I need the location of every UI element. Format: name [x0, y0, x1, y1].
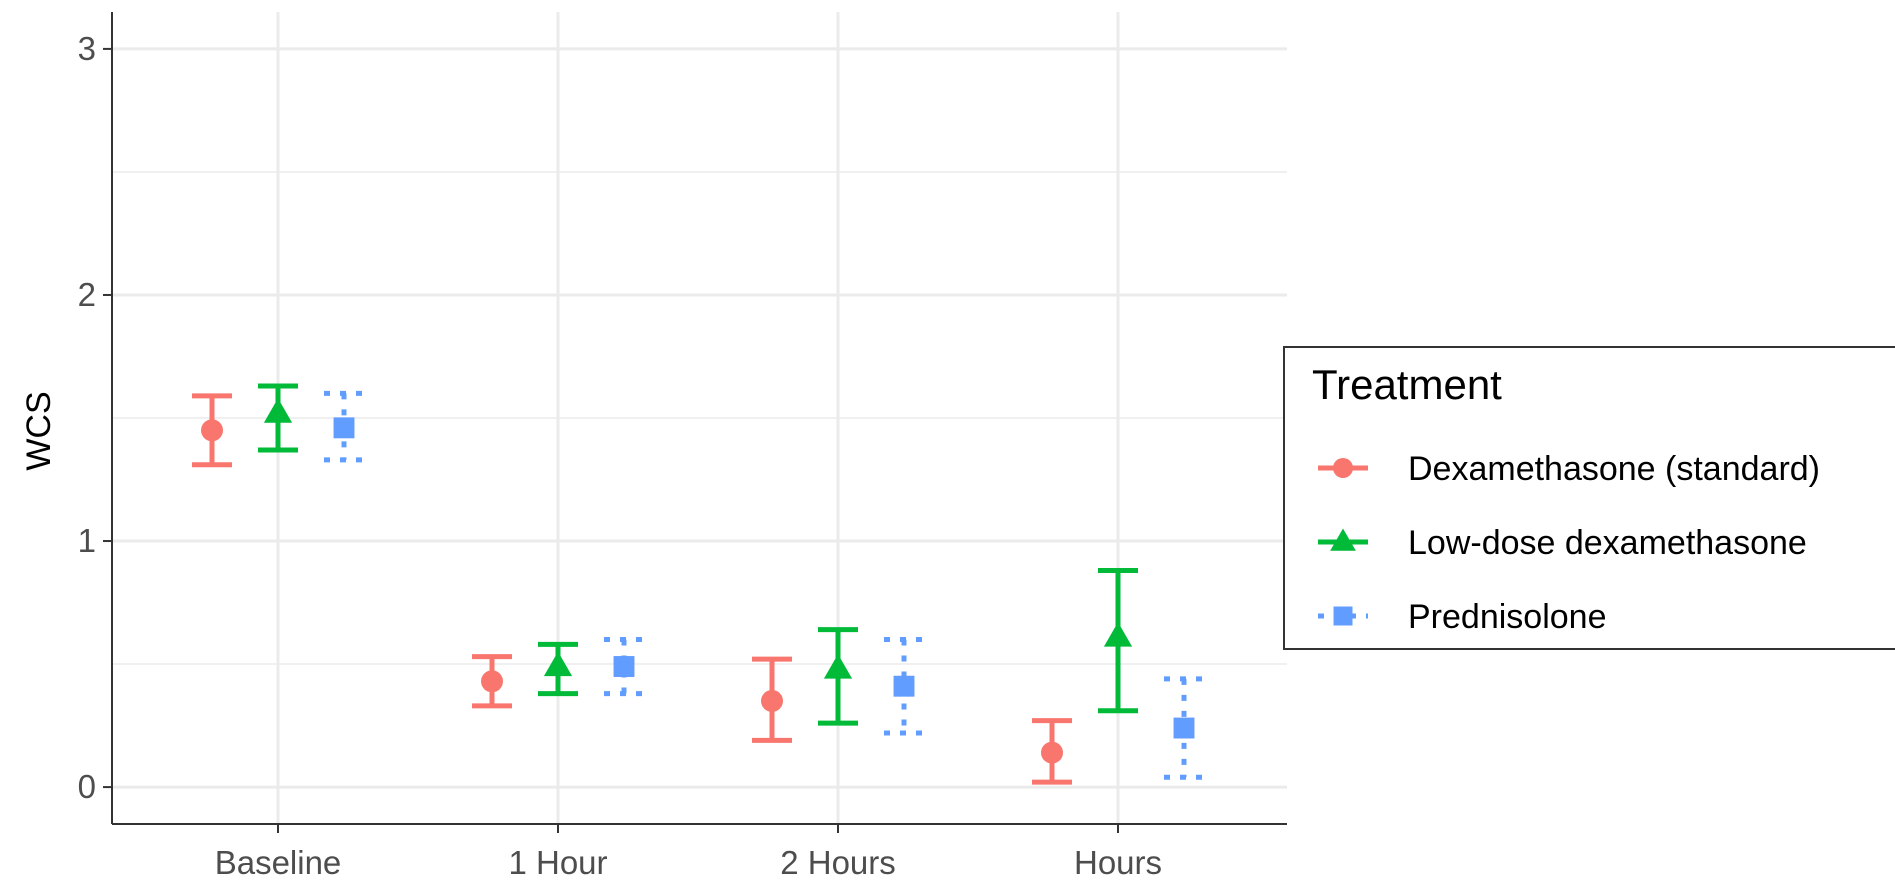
series-2 [324, 390, 1204, 780]
y-axis-ticks: 0 1 2 3 [78, 30, 112, 805]
data-point [333, 417, 355, 439]
legend-key-marker [1333, 458, 1353, 478]
data-point [1173, 717, 1195, 739]
legend-item: Dexamethasone (standard) [1318, 450, 1820, 488]
legend-key-marker [1330, 528, 1356, 551]
data-point [1103, 622, 1133, 647]
legend-label: Dexamethasone (standard) [1408, 450, 1820, 488]
data-point [201, 419, 223, 442]
data-point [893, 675, 915, 697]
legend-key-marker [1333, 606, 1353, 626]
x-tick-label: 1 Hour [508, 844, 607, 881]
data-point [823, 654, 853, 679]
legend: Treatment Dexamethasone (standard) Low-do… [1283, 346, 1895, 650]
y-tick-label: 3 [78, 30, 96, 67]
y-axis-title: WCS [20, 391, 58, 470]
series-layer [192, 383, 1204, 785]
y-tick-label: 2 [78, 276, 96, 313]
plot-panel: Baseline 1 Hour 2 Hours Hours 0 1 2 3 [78, 12, 1287, 881]
data-point [543, 651, 573, 677]
legend-box [1283, 346, 1895, 650]
legend-items: Dexamethasone (standard) Low-dose dexamet… [1318, 450, 1820, 636]
legend-item: Prednisolone [1318, 598, 1606, 636]
data-point [761, 689, 783, 712]
legend-label: Prednisolone [1408, 598, 1606, 636]
y-tick-label: 1 [78, 522, 96, 559]
grid-minor [112, 171, 1287, 665]
data-point [613, 656, 635, 677]
y-tick-label: 0 [78, 768, 96, 805]
x-tick-label: 2 Hours [780, 844, 896, 881]
x-tick-label: Hours [1074, 844, 1162, 881]
x-tick-label: Baseline [215, 844, 342, 881]
legend-title: Treatment [1312, 361, 1502, 408]
legend-label: Low-dose dexamethasone [1408, 524, 1807, 562]
data-point [263, 398, 293, 423]
data-point [1041, 741, 1063, 764]
series-1 [258, 383, 1138, 726]
x-axis-ticks: Baseline 1 Hour 2 Hours Hours [215, 824, 1162, 881]
series-0 [192, 393, 1072, 785]
legend-item: Low-dose dexamethasone [1318, 524, 1807, 562]
data-point [481, 670, 503, 693]
